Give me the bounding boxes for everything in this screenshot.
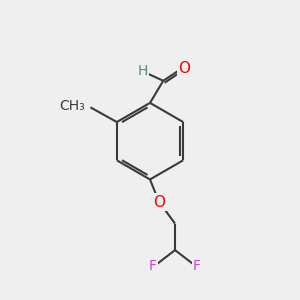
Text: O: O xyxy=(178,61,190,76)
Text: O: O xyxy=(153,195,165,210)
Text: F: F xyxy=(193,259,201,273)
Text: H: H xyxy=(137,64,148,78)
Text: F: F xyxy=(149,259,157,273)
Text: CH₃: CH₃ xyxy=(59,99,85,113)
